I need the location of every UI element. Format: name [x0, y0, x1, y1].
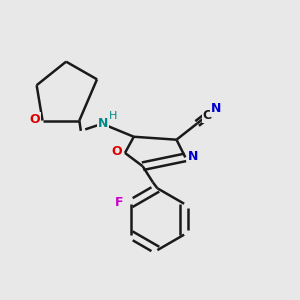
Text: N: N: [211, 102, 221, 115]
Text: H: H: [108, 111, 117, 121]
Text: O: O: [111, 145, 122, 158]
Text: F: F: [115, 196, 124, 209]
Text: O: O: [30, 112, 40, 126]
Text: N: N: [188, 150, 198, 163]
Text: C: C: [203, 109, 212, 122]
Text: N: N: [98, 117, 108, 130]
